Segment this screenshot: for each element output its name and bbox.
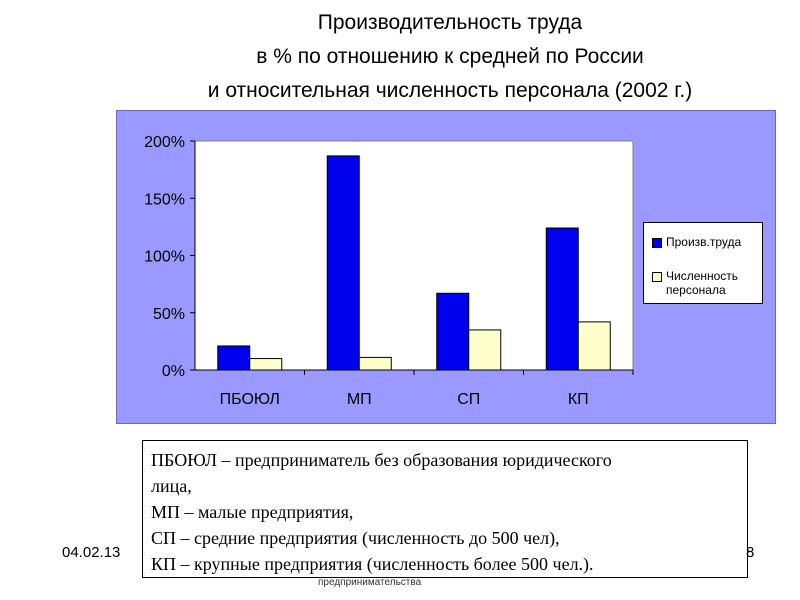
x-tick-label: КП (568, 391, 589, 408)
chart-legend: Произв.труда Численность персонала (643, 222, 763, 304)
legend-label-staff: Численность персонала (666, 269, 739, 297)
bar-staff (468, 329, 502, 371)
bar-staff (249, 358, 283, 371)
note-line: КП – крупные предприятия (численность бо… (151, 554, 594, 574)
note-line: ПБОЮЛ – предприниматель без образования … (151, 450, 612, 470)
bar-staff (358, 356, 392, 371)
bar-productivity (545, 227, 579, 371)
legend-swatch-productivity (652, 238, 662, 248)
chart-title-line-1: Производительность труда (317, 11, 583, 34)
abbreviations-note: ПБОЮЛ – предприниматель без образования … (142, 440, 748, 578)
y-tick-label: 150% (144, 191, 185, 208)
note-line: СП – средние предприятия (численность до… (151, 528, 560, 548)
bar-productivity (326, 155, 360, 371)
note-line: лица, (151, 476, 192, 496)
y-tick-label: 200% (144, 134, 185, 151)
bar-productivity (217, 345, 251, 371)
footer-page-number: 8 (746, 544, 755, 561)
bar-staff (577, 321, 611, 371)
x-tick-label: ПБОЮЛ (220, 391, 280, 408)
legend-label-productivity: Произв.труда (666, 235, 742, 249)
y-tick-label: 100% (144, 249, 185, 266)
bar-productivity (436, 292, 470, 371)
chart-title-line-2: в % по отношению к средней по России (256, 45, 644, 68)
bar-chart: 0% 50% 100% 150% 200% ПБОЮЛ МП СП КП (144, 134, 634, 408)
y-tick-label: 50% (153, 306, 185, 323)
note-line: МП – малые предприятия, (151, 502, 354, 522)
x-tick-label: МП (347, 391, 372, 408)
y-tick-label: 0% (162, 363, 185, 380)
chart-title-line-3: и относительная численность персонала (2… (207, 79, 693, 102)
footer-date: 04.02.13 (62, 544, 121, 561)
x-tick-label: СП (457, 391, 480, 408)
legend-swatch-staff (652, 272, 662, 282)
footer-source: предпринимательства (318, 578, 422, 588)
